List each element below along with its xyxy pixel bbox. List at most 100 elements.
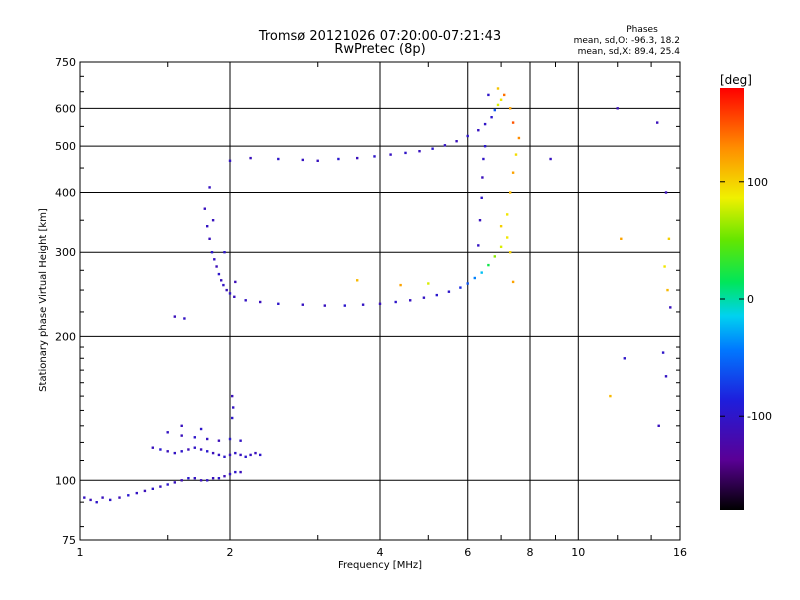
- colorbar-tick-label: -100: [747, 410, 772, 423]
- data-point: [455, 140, 458, 143]
- data-point: [234, 470, 237, 474]
- data-point: [496, 87, 500, 90]
- data-point: [483, 145, 487, 148]
- data-point: [249, 453, 252, 457]
- data-point: [356, 279, 359, 282]
- data-point: [404, 151, 407, 155]
- data-point: [661, 351, 665, 354]
- data-point: [666, 288, 669, 292]
- data-point: [356, 156, 359, 160]
- data-point: [180, 424, 183, 427]
- data-point: [118, 496, 121, 499]
- data-point: [228, 437, 232, 441]
- data-point: [480, 271, 483, 274]
- data-point: [180, 434, 183, 437]
- data-point: [143, 489, 147, 493]
- data-point: [187, 477, 190, 480]
- data-point: [180, 450, 183, 453]
- data-point: [127, 494, 130, 497]
- colorbar-tick-label: 0: [747, 293, 754, 306]
- x-axis-label: Frequency [MHz]: [338, 560, 422, 571]
- data-point: [151, 446, 154, 449]
- y-axis-label: Stationary phase Virtual Height [km]: [38, 208, 49, 392]
- data-point: [223, 475, 226, 478]
- data-point: [217, 477, 221, 480]
- data-point: [199, 479, 203, 482]
- data-point: [259, 300, 262, 304]
- data-point: [228, 159, 232, 162]
- data-point: [337, 157, 340, 161]
- data-point: [609, 394, 612, 398]
- data-point: [239, 439, 242, 442]
- x-tick-label: 6: [464, 546, 471, 559]
- data-point: [208, 237, 211, 240]
- stats-x-line: mean, sd,X: 89.4, 25.4: [578, 47, 681, 57]
- data-point: [206, 450, 209, 453]
- data-point: [459, 286, 462, 289]
- data-point: [466, 282, 469, 285]
- data-point: [232, 406, 235, 409]
- data-point: [222, 283, 225, 287]
- data-point: [173, 481, 176, 484]
- x-tick-label: 16: [673, 546, 687, 559]
- data-point: [217, 439, 221, 442]
- chart-title: Tromsø 20121026 07:20:00-07:21:43: [258, 29, 501, 44]
- data-point: [478, 219, 482, 222]
- data-point: [506, 236, 509, 239]
- data-point: [217, 272, 221, 276]
- data-point: [180, 479, 183, 482]
- data-point: [493, 255, 496, 258]
- y-tick-label: 200: [55, 330, 76, 343]
- data-point: [511, 171, 515, 174]
- data-point: [517, 136, 521, 140]
- data-point: [616, 107, 619, 110]
- data-point: [211, 219, 215, 222]
- data-point: [323, 304, 326, 307]
- data-point: [409, 299, 412, 302]
- data-point: [435, 293, 438, 297]
- data-point: [159, 448, 162, 451]
- y-tick-label: 300: [55, 246, 76, 259]
- data-point: [228, 472, 232, 476]
- y-tick-label: 75: [62, 534, 76, 547]
- data-point: [193, 477, 196, 480]
- axis-ticks: 1 2 4 6 8 10 16 75 100 200 300 400 500 600 750: [55, 56, 687, 559]
- data-point: [466, 134, 469, 138]
- chart-subtitle: RwPretec (8p): [334, 42, 425, 57]
- data-point: [199, 448, 203, 451]
- data-point: [199, 427, 203, 431]
- data-point: [422, 296, 426, 299]
- data-point: [244, 455, 247, 458]
- data-point: [499, 98, 503, 101]
- data-point: [509, 251, 512, 254]
- data-point: [477, 244, 480, 247]
- data-point: [509, 107, 512, 110]
- y-tick-label: 400: [55, 186, 76, 199]
- data-point: [183, 317, 186, 320]
- data-point: [217, 453, 221, 457]
- data-point: [228, 453, 232, 457]
- x-tick-label: 10: [571, 546, 585, 559]
- data-point: [499, 225, 503, 228]
- stats-heading: Phases: [626, 25, 658, 35]
- data-point: [427, 282, 430, 285]
- data-point: [503, 93, 506, 97]
- x-tick-label: 8: [527, 546, 534, 559]
- y-tick-label: 500: [55, 140, 76, 153]
- data-point: [249, 156, 252, 160]
- data-point: [220, 279, 223, 282]
- data-point: [234, 451, 237, 455]
- plot-frame: [79, 61, 681, 541]
- data-point: [620, 237, 623, 240]
- data-point: [483, 122, 487, 126]
- x-tick-label: 4: [377, 546, 384, 559]
- colorbar-label: [deg]: [720, 73, 752, 87]
- data-point: [499, 245, 503, 248]
- data-point: [418, 150, 421, 153]
- data-point: [206, 479, 209, 482]
- data-point: [166, 431, 169, 434]
- data-point: [187, 448, 190, 451]
- data-point: [101, 496, 104, 499]
- y-tick-label: 100: [55, 474, 76, 487]
- data-point: [301, 158, 304, 162]
